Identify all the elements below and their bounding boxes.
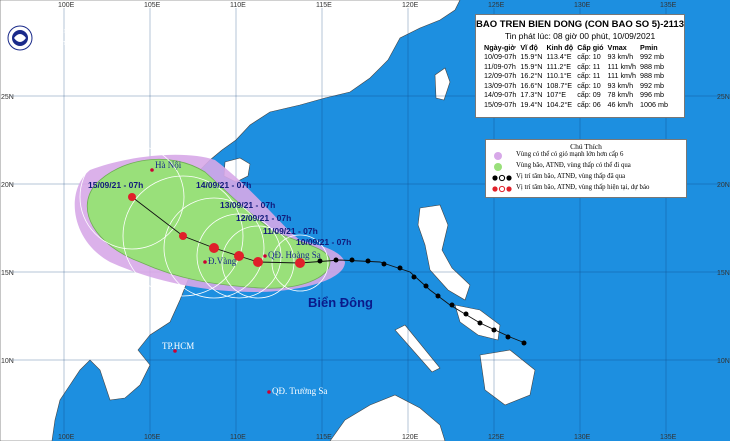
label-13-09: 13/09/21 - 07h: [220, 200, 275, 210]
table-row: 10/09-07h 15.9°N 113.4°E cấp: 10 93 km/h 992 …: [484, 52, 665, 61]
col-time: Ngày-giờ: [484, 43, 516, 52]
storm-position-11-09: [253, 257, 263, 267]
table-row: 15/09-07h 19.4°N 104.2°E cấp: 06 46 km/h 1006…: [484, 99, 669, 109]
svg-text:100E: 100E: [58, 2, 75, 9]
svg-text:10N: 10N: [1, 358, 14, 365]
svg-text:25N: 25N: [717, 94, 730, 101]
svg-text:15N: 15N: [1, 270, 14, 277]
luzon-island: [417, 204, 471, 301]
mindanao-island: [479, 349, 536, 406]
label-12-09: 12/09/21 - 07h: [236, 213, 291, 223]
svg-text:125E: 125E: [488, 2, 505, 9]
svg-text:100E: 100E: [58, 434, 75, 441]
col-vmax: Vmax: [607, 43, 627, 52]
storm-position-12-09: [234, 251, 244, 261]
place-danang: Đ.Vàng: [208, 256, 237, 266]
svg-text:110E: 110E: [230, 434, 246, 441]
svg-text:15N: 15N: [717, 270, 730, 277]
svg-text:10N: 10N: [717, 358, 730, 365]
place-truongsa: QĐ. Trường Sa: [272, 386, 327, 396]
col-lon: Kinh độ: [546, 43, 574, 52]
taiwan-island: [434, 67, 451, 101]
storm-track-zone: [86, 158, 331, 289]
col-lat: Vĩ độ: [520, 43, 538, 52]
bulletin-panel: BAO TREN BIEN DONG (CON BAO SO 5)-2113 T…: [475, 14, 685, 118]
lon-bottom-labels: 100E 105E 110E 115E 120E 125E 130E 135E: [58, 434, 677, 441]
legend-title: Chú Thích: [570, 142, 602, 151]
label-15-09: 15/09/21 - 07h: [88, 180, 143, 190]
storm-position-13-09: [209, 243, 219, 253]
hanoi-dot: [150, 168, 154, 172]
legend-panel: Chú Thích Vùng có thể có gió mạnh lớn hơ…: [485, 139, 687, 198]
legend-item-zone: Vùng bão, ATNĐ, vùng thấp có thể đi qua: [516, 162, 631, 169]
legend-track-zone-icon: [494, 163, 502, 171]
svg-text:125E: 125E: [488, 434, 505, 441]
legend-item-current: Vị trí tâm bão, ATNĐ, vùng thấp hiện tại…: [516, 184, 650, 191]
label-10-09: 10/09/21 - 07h: [296, 237, 351, 247]
col-level: Cấp gió: [577, 43, 604, 52]
table-row: 13/09-07h 16.6°N 108.7°E cấp: 10 93 km/h 992 …: [484, 80, 665, 90]
palawan-island: [394, 324, 441, 373]
legend-symbols: [492, 152, 512, 193]
svg-text:130E: 130E: [574, 434, 591, 441]
place-hcm: TP.HCM: [162, 341, 194, 351]
forecast-circles: [79, 144, 329, 299]
legend-wind-zone-icon: [494, 152, 502, 160]
hcm-dot: [173, 349, 177, 353]
forecast-track-line: [131, 196, 301, 264]
svg-text:135E: 135E: [660, 2, 677, 9]
col-pmin: Pmin: [640, 43, 658, 52]
bulletin-title: BAO TREN BIEN DONG (CON BAO SO 5)-2113: [476, 19, 684, 30]
agency-name: Trung tâm Dự báo Khí tượng thủy văn quốc…: [35, 24, 133, 48]
svg-text:105E: 105E: [144, 2, 161, 9]
lat-left-labels: 25N 20N 15N 10N: [1, 94, 14, 365]
legend-item-wind: Vùng có thể có gió mạnh lớn hơn cấp 6: [516, 151, 624, 158]
danang-dot: [203, 260, 207, 264]
table-row: 14/09-07h 17.3°N 107°E cấp: 09 78 km/h 996 mb: [484, 90, 665, 100]
agency-logo-icon: [7, 25, 33, 51]
svg-text:120E: 120E: [402, 2, 419, 9]
past-positions: [317, 257, 527, 346]
hoangsa-dot: [263, 254, 267, 258]
svg-text:20N: 20N: [1, 182, 14, 189]
svg-text:130E: 130E: [574, 2, 591, 9]
label-14-09: 14/09/21 - 07h: [196, 180, 251, 190]
svg-text:115E: 115E: [316, 2, 332, 9]
table-row: 11/09-07h 15.9°N 111.2°E cấp: 11 111 km/h 988…: [484, 61, 665, 71]
lon-top-labels: 100E 105E 110E 115E 120E 125E 130E 135E: [58, 2, 677, 9]
table-row: 12/09-07h 16.2°N 110.1°E cấp: 11 111 km/h 988…: [484, 71, 665, 81]
place-hoangsa: QĐ. Hoàng Sa: [268, 250, 321, 260]
svg-text:135E: 135E: [660, 434, 677, 441]
place-hanoi: Hà Nội: [155, 160, 182, 170]
storm-position-14-09: [179, 232, 187, 240]
legend-item-past: Vị trí tâm bão, ATNĐ, vùng thấp đã qua: [516, 173, 626, 180]
svg-text:110E: 110E: [230, 2, 246, 9]
borneo-island: [329, 394, 446, 441]
bulletin-issued: Tin phát lúc: 08 giờ 00 phút, 10/09/2021: [504, 31, 656, 41]
svg-text:120E: 120E: [402, 434, 419, 441]
legend-current-storm-icon: [492, 185, 512, 193]
label-11-09: 11/09/21 - 07h: [263, 226, 318, 236]
svg-text:25N: 25N: [1, 94, 14, 101]
storm-position-15-09: [128, 193, 136, 201]
agency-line-2: Khí tượng thủy văn quốc gia: [35, 37, 133, 47]
svg-text:115E: 115E: [316, 434, 332, 441]
table-header-row: Ngày-giờ Vĩ độ Kinh độ Cấp gió Vmax Pmin: [482, 43, 670, 52]
sea-name-label: Biển Đông: [308, 295, 373, 310]
legend-past-storm-icon: [492, 174, 512, 182]
forecast-table: Ngày-giờ Vĩ độ Kinh độ Cấp gió Vmax Pmin…: [482, 43, 670, 110]
svg-text:20N: 20N: [717, 182, 730, 189]
truongsa-dot: [267, 390, 271, 394]
storm-position-current: [295, 258, 305, 268]
lat-right-labels: 25N 20N 15N 10N: [717, 94, 730, 365]
agency-line-1: Trung tâm Dự báo: [35, 25, 98, 35]
forecast-positions: [128, 193, 305, 268]
svg-text:105E: 105E: [144, 434, 161, 441]
